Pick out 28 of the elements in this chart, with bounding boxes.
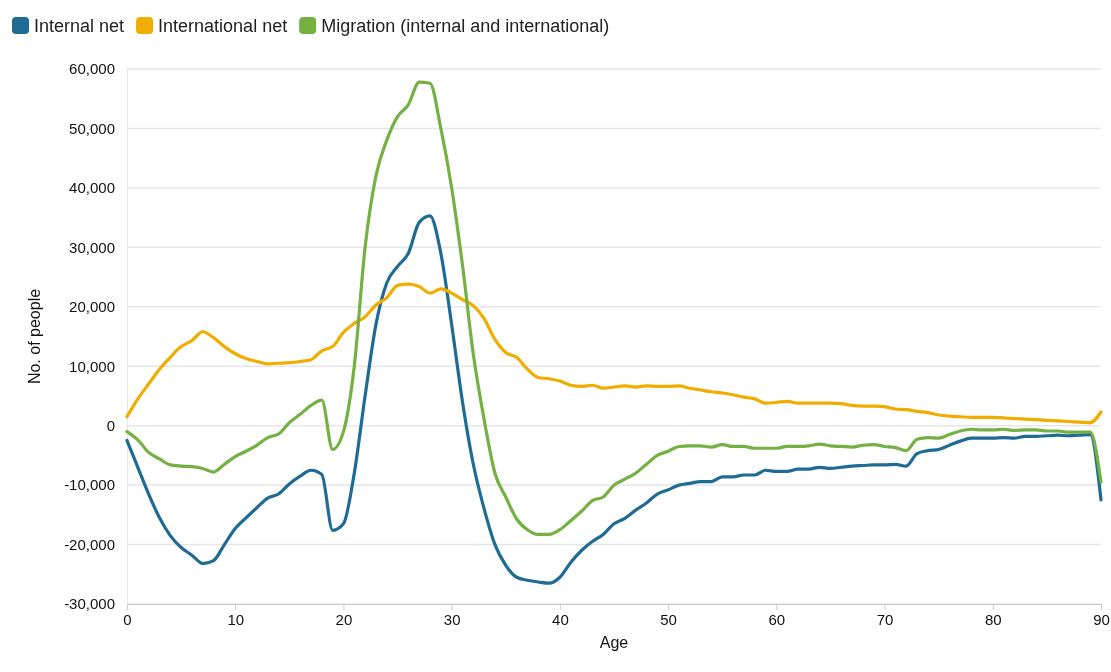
x-axis-title: Age [599,634,629,651]
x-tick-label: 90 [1093,610,1110,628]
y-tick-label: 0 [106,416,115,434]
y-tick-label: 40,000 [69,179,115,197]
y-axis-title: No. of people [26,288,43,385]
y-tick-label: 60,000 [69,60,115,78]
line-series [125,80,1103,537]
x-tick-label: 0 [123,610,132,628]
legend-label: International net [158,16,288,36]
legend-label: Migration (internal and international) [321,16,610,36]
line-series [125,282,1103,425]
x-tick-label: 60 [768,610,786,628]
x-tick-label: 10 [227,610,245,628]
line-series [125,214,1103,585]
y-tick-label: -30,000 [64,595,115,613]
y-tick-label: 50,000 [69,119,115,137]
x-tick-label: 40 [552,610,569,628]
x-tick-label: 80 [984,610,1002,628]
legend-label: Internal net [34,16,125,36]
y-tick-label: -10,000 [64,476,115,494]
y-tick-label: 10,000 [69,357,115,375]
x-tick-label: 30 [443,610,461,628]
y-tick-label: -20,000 [64,535,115,553]
y-tick-label: 30,000 [69,238,115,256]
x-tick-label: 70 [876,610,894,628]
y-tick-label: 20,000 [69,298,115,316]
x-tick-label: 20 [335,610,353,628]
x-tick-label: 50 [660,610,677,628]
